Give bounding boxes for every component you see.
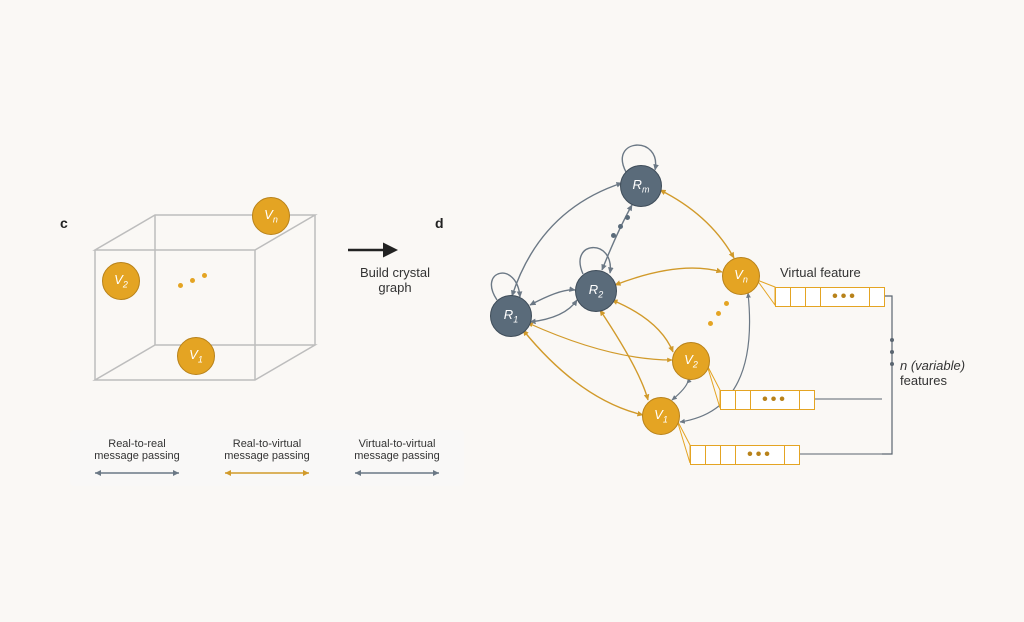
legend-rv-arrow-icon bbox=[217, 468, 317, 478]
ellipsis-dot bbox=[190, 278, 195, 283]
legend-item-vv: Virtual-to-virtual message passing bbox=[342, 438, 452, 478]
node-v1-c: V1 bbox=[177, 337, 215, 375]
legend-rv-text: Real-to-virtual message passing bbox=[224, 438, 310, 462]
ellipsis-dot bbox=[716, 311, 721, 316]
feature-box-v1: ••• bbox=[690, 445, 800, 465]
node-v2-c: V2 bbox=[102, 262, 140, 300]
node-r1: R1 bbox=[490, 295, 532, 337]
node-rm: Rm bbox=[620, 165, 662, 207]
ellipsis-dot bbox=[708, 321, 713, 326]
virtual-feature-label: Virtual feature bbox=[780, 265, 861, 280]
legend: Real-to-real message passing Real-to-vir… bbox=[70, 430, 464, 486]
node-vn-c: Vn bbox=[252, 197, 290, 235]
legend-rr-text: Real-to-real message passing bbox=[94, 438, 180, 462]
ellipsis-dot bbox=[178, 283, 183, 288]
ellipsis-dot bbox=[611, 233, 616, 238]
ellipsis-dot bbox=[618, 224, 623, 229]
feature-box-v2: ••• bbox=[720, 390, 815, 410]
panel-label-d: d bbox=[435, 215, 444, 231]
node-vn-d: Vn bbox=[722, 257, 760, 295]
legend-rr-arrow-icon bbox=[87, 468, 187, 478]
legend-item-rr: Real-to-real message passing bbox=[82, 438, 192, 478]
n-features-label-2: features bbox=[900, 373, 965, 388]
node-v1-d: V1 bbox=[642, 397, 680, 435]
node-v2-d: V2 bbox=[672, 342, 710, 380]
node-r2: R2 bbox=[575, 270, 617, 312]
n-features-label-1: n (variable) bbox=[900, 358, 965, 373]
build-graph-label: Build crystal graph bbox=[340, 265, 450, 295]
ellipsis-dot bbox=[202, 273, 207, 278]
feature-box-vn: ••• bbox=[775, 287, 885, 307]
legend-vv-arrow-icon bbox=[347, 468, 447, 478]
ellipsis-dot bbox=[625, 215, 630, 220]
legend-item-rv: Real-to-virtual message passing bbox=[212, 438, 322, 478]
panel-label-c: c bbox=[60, 215, 68, 231]
legend-vv-text: Virtual-to-virtual message passing bbox=[354, 438, 440, 462]
ellipsis-dot bbox=[724, 301, 729, 306]
